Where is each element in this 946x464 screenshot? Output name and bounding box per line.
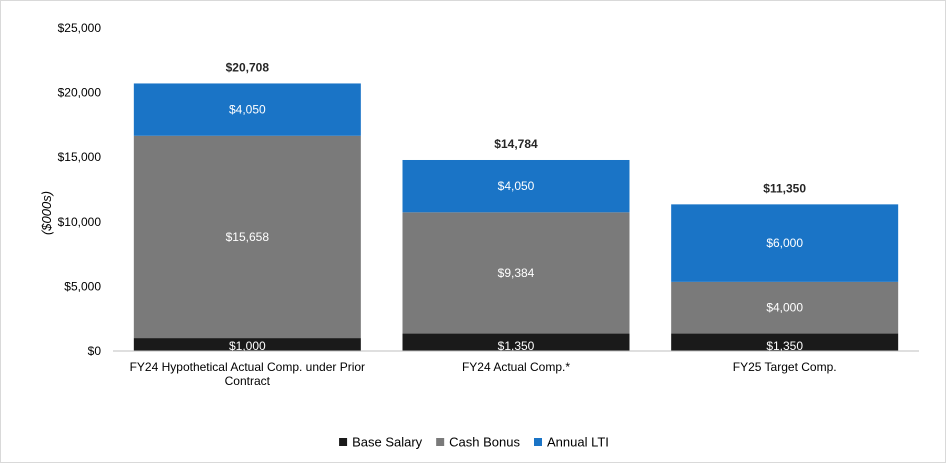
data-label: $4,000 — [766, 301, 803, 315]
y-tick-label: $25,000 — [58, 21, 102, 35]
x-tick-label: Contract — [225, 374, 271, 388]
bar-segment-annual-lti — [133, 83, 361, 136]
y-axis: $0 $5,000 $10,000 $15,000 $20,000 $25,000 — [58, 21, 102, 358]
y-tick-label: $15,000 — [58, 150, 102, 164]
legend-swatch-cash-bonus — [436, 438, 445, 446]
legend-label-cash-bonus: Cash Bonus — [449, 435, 520, 450]
total-label: $14,784 — [494, 137, 538, 151]
legend-swatch-base-salary — [339, 438, 348, 446]
x-tick-label: FY24 Actual Comp.* — [462, 360, 570, 374]
bar-segment-annual-lti — [671, 204, 899, 282]
total-label: $20,708 — [226, 60, 270, 74]
legend-label-annual-lti: Annual LTI — [547, 435, 609, 450]
data-label: $4,050 — [498, 179, 535, 193]
data-label: $1,350 — [766, 339, 803, 353]
data-label: $1,000 — [229, 339, 266, 353]
total-label: $11,350 — [763, 181, 806, 195]
data-label: $15,658 — [226, 230, 270, 244]
y-tick-label: $20,000 — [58, 86, 102, 100]
data-label: $1,350 — [498, 339, 535, 353]
x-axis: FY24 Hypothetical Actual Comp. under Pri… — [113, 350, 919, 388]
bar-segment-annual-lti — [402, 159, 630, 213]
x-tick-label: FY24 Hypothetical Actual Comp. under Pri… — [130, 360, 365, 374]
y-tick-label: $0 — [88, 344, 102, 358]
bars: $1,000 $15,658 $4,050 $20,708 $1,350 $9,384 $4… — [133, 60, 899, 353]
bar-segment-cash-bonus — [671, 281, 899, 334]
y-axis-label: ($000s) — [39, 191, 54, 235]
data-label: $6,000 — [766, 236, 803, 250]
legend-label-base-salary: Base Salary — [352, 435, 423, 450]
legend-swatch-annual-lti — [534, 438, 542, 446]
data-label: $4,050 — [229, 103, 266, 117]
bar-segment-cash-bonus — [133, 135, 361, 339]
bar-segment-base-salary — [133, 338, 361, 351]
legend: Base Salary Cash Bonus Annual LTI — [339, 435, 609, 450]
bar-segment-base-salary — [402, 333, 630, 351]
bar-segment-base-salary — [671, 333, 899, 351]
y-tick-label: $10,000 — [58, 215, 102, 229]
y-tick-label: $5,000 — [64, 279, 101, 293]
x-tick-label: FY25 Target Comp. — [733, 360, 837, 374]
data-label: $9,384 — [498, 266, 535, 280]
bar-segment-cash-bonus — [402, 212, 630, 334]
